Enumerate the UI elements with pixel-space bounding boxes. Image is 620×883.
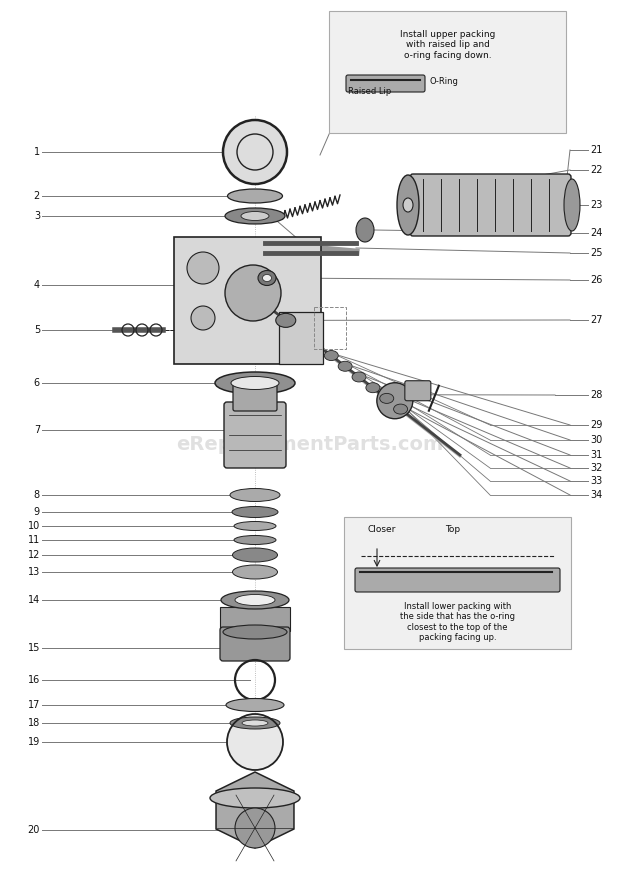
Ellipse shape [397, 175, 419, 235]
Text: 14: 14 [28, 595, 40, 605]
Text: 3: 3 [34, 211, 40, 221]
Ellipse shape [235, 594, 275, 606]
Ellipse shape [226, 698, 284, 712]
Polygon shape [216, 772, 294, 848]
Text: 4: 4 [34, 280, 40, 290]
Text: 17: 17 [28, 700, 40, 710]
Ellipse shape [232, 507, 278, 517]
Ellipse shape [403, 198, 413, 212]
Ellipse shape [221, 591, 289, 609]
Ellipse shape [352, 372, 366, 382]
Text: 11: 11 [28, 535, 40, 545]
Ellipse shape [230, 717, 280, 729]
Ellipse shape [234, 535, 276, 545]
Text: Top: Top [445, 525, 460, 534]
FancyBboxPatch shape [410, 174, 571, 236]
Text: 6: 6 [34, 378, 40, 388]
Circle shape [227, 714, 283, 770]
Ellipse shape [338, 361, 352, 371]
Text: 19: 19 [28, 737, 40, 747]
Ellipse shape [394, 404, 407, 414]
Ellipse shape [225, 208, 285, 224]
Text: 15: 15 [28, 643, 40, 653]
Text: 13: 13 [28, 567, 40, 577]
Text: 21: 21 [590, 145, 603, 155]
Circle shape [235, 808, 275, 848]
Ellipse shape [230, 488, 280, 502]
Text: 25: 25 [590, 248, 603, 258]
Text: Closer: Closer [367, 525, 396, 534]
Text: 2: 2 [33, 191, 40, 201]
Text: 26: 26 [590, 275, 603, 285]
Text: 1: 1 [34, 147, 40, 157]
FancyBboxPatch shape [329, 11, 566, 133]
Text: Install lower packing with
the side that has the o-ring
closest to the top of th: Install lower packing with the side that… [400, 602, 515, 642]
Ellipse shape [234, 522, 276, 531]
Text: 23: 23 [590, 200, 603, 210]
Text: 10: 10 [28, 521, 40, 531]
Ellipse shape [262, 275, 272, 282]
Text: 12: 12 [28, 550, 40, 560]
Ellipse shape [223, 625, 287, 639]
Text: 29: 29 [590, 420, 603, 430]
Text: Raised Lip: Raised Lip [348, 87, 391, 96]
Circle shape [377, 382, 413, 419]
FancyBboxPatch shape [233, 383, 277, 411]
Ellipse shape [228, 189, 283, 203]
Ellipse shape [564, 179, 580, 231]
Circle shape [223, 120, 287, 184]
FancyBboxPatch shape [344, 517, 571, 649]
Ellipse shape [258, 270, 276, 285]
Text: 20: 20 [28, 825, 40, 835]
Ellipse shape [210, 788, 300, 808]
Text: 16: 16 [28, 675, 40, 685]
FancyBboxPatch shape [174, 237, 321, 364]
Ellipse shape [242, 720, 268, 726]
FancyBboxPatch shape [220, 607, 290, 631]
Circle shape [187, 252, 219, 284]
FancyBboxPatch shape [224, 402, 286, 468]
Ellipse shape [241, 212, 269, 221]
Ellipse shape [231, 376, 279, 389]
Text: 8: 8 [34, 490, 40, 500]
Ellipse shape [324, 351, 339, 360]
Text: 18: 18 [28, 718, 40, 728]
Circle shape [225, 265, 281, 321]
Text: 9: 9 [34, 507, 40, 517]
Text: 24: 24 [590, 228, 603, 238]
FancyBboxPatch shape [279, 312, 323, 364]
Text: 31: 31 [590, 450, 602, 460]
Circle shape [191, 306, 215, 330]
Ellipse shape [232, 548, 278, 562]
Text: 22: 22 [590, 165, 603, 175]
Text: O-Ring: O-Ring [430, 78, 459, 87]
Ellipse shape [215, 372, 295, 394]
Text: 34: 34 [590, 490, 602, 500]
FancyBboxPatch shape [405, 381, 431, 401]
Ellipse shape [356, 218, 374, 242]
FancyBboxPatch shape [355, 568, 560, 592]
Text: 28: 28 [590, 390, 603, 400]
FancyBboxPatch shape [346, 75, 425, 92]
Text: 7: 7 [33, 425, 40, 435]
Text: eReplacementParts.com: eReplacementParts.com [176, 435, 444, 455]
Text: 30: 30 [590, 435, 602, 445]
Text: 27: 27 [590, 315, 603, 325]
Ellipse shape [276, 313, 296, 328]
Ellipse shape [232, 565, 278, 579]
Text: Install upper packing
with raised lip and
o-ring facing down.: Install upper packing with raised lip an… [400, 30, 495, 60]
Text: 5: 5 [33, 325, 40, 335]
Text: 32: 32 [590, 463, 603, 473]
Ellipse shape [366, 382, 380, 393]
Ellipse shape [379, 394, 394, 404]
FancyBboxPatch shape [220, 627, 290, 661]
Text: 33: 33 [590, 476, 602, 486]
